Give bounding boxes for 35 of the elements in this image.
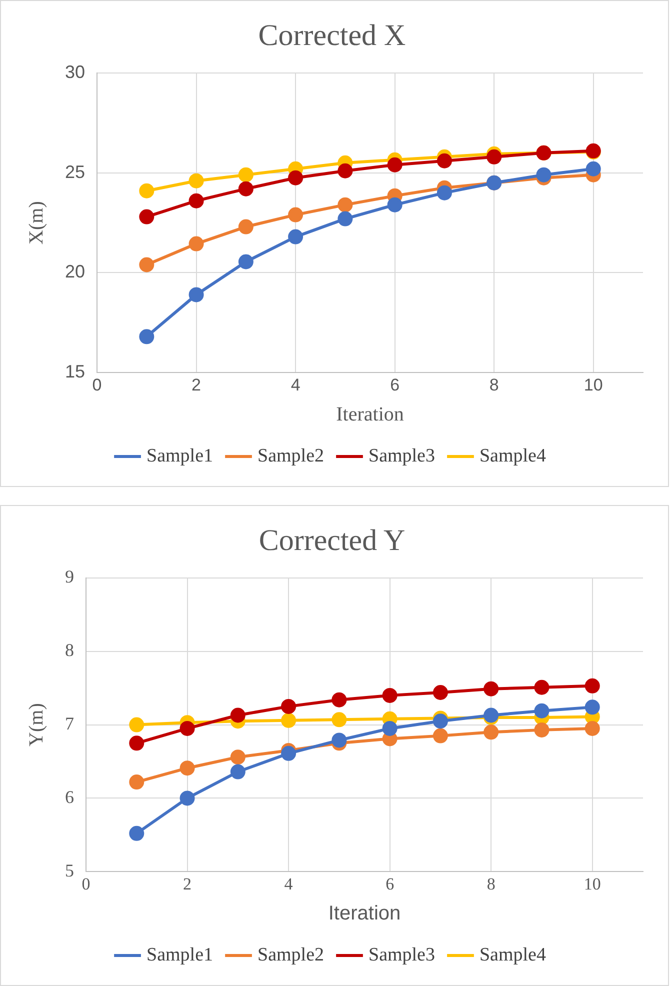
legend-label: Sample3 — [368, 944, 435, 966]
x-tick-label: 8 — [486, 874, 496, 894]
x-tick-label: 6 — [390, 375, 400, 394]
y-tick-label: 15 — [64, 362, 86, 382]
x-tick-label: 2 — [183, 874, 192, 894]
x-tick-label: 10 — [584, 375, 603, 394]
legend-label: Sample1 — [146, 944, 214, 966]
y-tick-label: 6 — [65, 786, 74, 807]
y-axis-title: Y(m) — [25, 703, 48, 746]
x-tick-label: 8 — [489, 375, 499, 394]
y-tick-label: 8 — [65, 640, 74, 660]
y-tick-label: 30 — [64, 62, 86, 82]
legend-label: Sample3 — [368, 445, 435, 466]
x-tick-label: 4 — [290, 375, 300, 394]
x-tick-label: 2 — [192, 375, 202, 394]
y-tick-label: 9 — [65, 566, 74, 587]
y-axis-title: X(m) — [25, 201, 48, 244]
x-tick-label: 10 — [584, 874, 601, 894]
x-tick-label: 0 — [92, 375, 102, 394]
chart-title: Corrected Y — [258, 524, 406, 557]
legend-label: Sample2 — [258, 944, 324, 966]
y-tick-label: 20 — [64, 262, 86, 282]
x-tick-label: 4 — [284, 874, 294, 894]
chart-title: Corrected X — [258, 18, 406, 52]
legend-label: Sample4 — [479, 944, 546, 966]
x-tick-label: 0 — [82, 874, 90, 894]
x-axis-title: Iteration — [336, 403, 404, 426]
legend-label: Sample2 — [258, 445, 324, 466]
x-axis-title: Iteration — [328, 902, 401, 925]
legend-label: Sample1 — [146, 445, 214, 466]
y-tick-label: 7 — [65, 714, 74, 734]
legend-label: Sample4 — [479, 445, 546, 466]
y-tick-label: 25 — [64, 162, 86, 182]
x-tick-label: 6 — [386, 874, 394, 894]
y-tick-label: 5 — [65, 860, 74, 880]
